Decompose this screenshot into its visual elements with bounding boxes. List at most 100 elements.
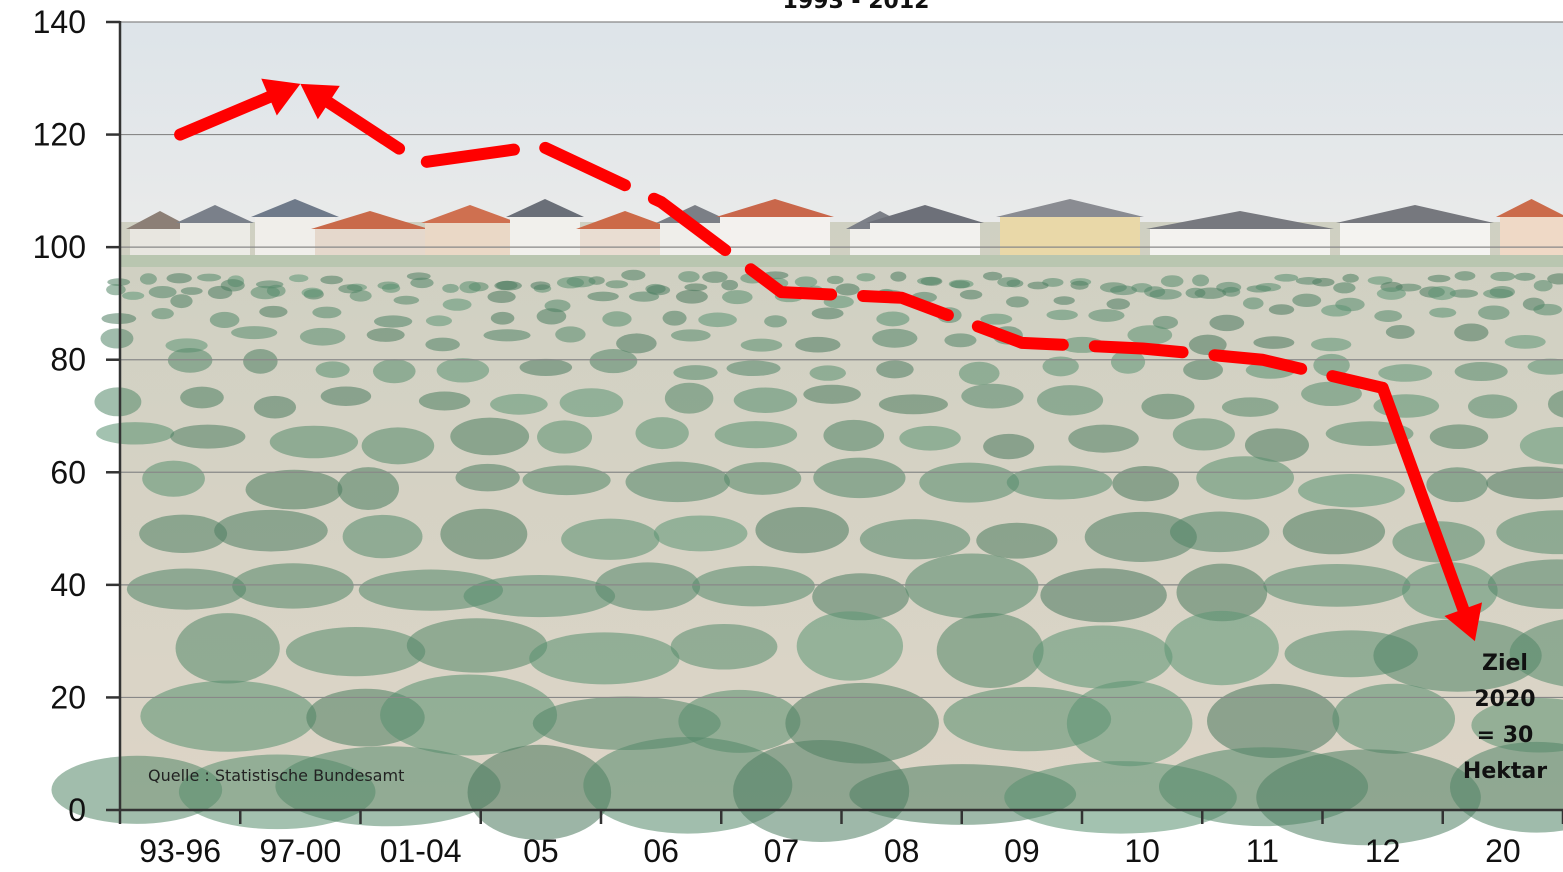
plant-leaf: [342, 514, 423, 559]
plant-leaf: [170, 424, 246, 449]
y-tick-label-140: 140: [33, 4, 86, 40]
gridlines: [120, 21, 1563, 699]
plant-leaf: [1268, 304, 1295, 315]
house-wall: [1000, 217, 1140, 255]
plant-leaf: [997, 277, 1021, 288]
house-wall: [510, 217, 580, 255]
house-roof: [176, 205, 254, 223]
y-tick-labels: 0 20 40 60 80 100 120 140: [33, 4, 86, 828]
plant-leaf: [890, 271, 907, 282]
plant-leaf: [919, 462, 1020, 503]
plant-leaf: [1487, 559, 1563, 609]
plant-leaf: [1429, 307, 1457, 318]
plant-leaf: [122, 291, 145, 300]
plant-leaf: [943, 686, 1112, 752]
house-roof: [996, 199, 1144, 217]
plant-leaf: [1427, 274, 1451, 283]
plant-leaf: [418, 391, 471, 411]
goal-line-3: = 30: [1477, 723, 1534, 748]
hedge-strip: [120, 255, 1563, 267]
plant-leaf: [140, 680, 317, 752]
plant-leaf: [670, 329, 711, 342]
plant-leaf: [702, 271, 728, 283]
plant-leaf: [361, 427, 435, 465]
plant-leaf: [1206, 683, 1340, 759]
plant-leaf: [1490, 271, 1516, 282]
house-roof: [1336, 205, 1494, 223]
house-roof: [1496, 199, 1563, 217]
plant-leaf: [366, 327, 405, 342]
plant-leaf: [1533, 303, 1562, 316]
plant-leaf: [1152, 315, 1179, 330]
plant-leaf: [1376, 287, 1406, 300]
x-tick-label-09: 09: [1004, 833, 1040, 869]
plant-leaf: [958, 361, 1000, 386]
plant-leaf: [100, 328, 134, 349]
plant-leaf: [559, 388, 624, 418]
plant-leaf: [566, 275, 596, 288]
plant-leaf: [905, 553, 1039, 619]
plant-leaf: [899, 425, 961, 451]
plant-leaf: [755, 506, 849, 554]
plant-leaf: [536, 308, 567, 325]
plant-leaf: [139, 514, 228, 553]
plant-leaf: [733, 740, 910, 842]
plants-field: [51, 269, 1563, 846]
plant-leaf: [794, 276, 818, 288]
plant-leaf: [980, 313, 1013, 325]
plant-leaf: [373, 315, 413, 328]
series-dashed-path: [319, 94, 1389, 394]
goal-line-2: 2020: [1474, 687, 1535, 712]
x-tick-label-97-00: 97-00: [259, 833, 341, 869]
plant-leaf: [811, 307, 844, 320]
plant-leaf: [393, 295, 420, 305]
plant-leaf: [595, 562, 701, 611]
plant-leaf: [1196, 456, 1295, 500]
plant-leaf: [139, 273, 157, 285]
y-tick-label-120: 120: [33, 117, 86, 153]
house-wall: [870, 223, 980, 255]
plant-leaf: [442, 283, 459, 293]
plant-leaf: [950, 280, 970, 289]
plant-leaf: [231, 326, 278, 340]
plant-leaf: [1036, 385, 1104, 416]
plant-leaf: [1428, 286, 1456, 301]
plant-leaf: [1221, 397, 1279, 417]
plant-leaf: [94, 387, 142, 417]
plant-leaf: [983, 271, 1003, 281]
house-wall: [315, 229, 425, 255]
plant-leaf: [1070, 280, 1089, 290]
plant-leaf: [381, 283, 401, 293]
plant-leaf: [1209, 314, 1245, 332]
series-segment-0: [174, 89, 279, 141]
axes: [106, 20, 1563, 824]
series-line: [174, 78, 1483, 642]
house-roof: [126, 211, 194, 229]
plant-leaf: [106, 284, 126, 296]
plant-leaf: [380, 674, 558, 756]
plant-leaf: [628, 291, 660, 302]
plant-leaf: [602, 311, 632, 327]
plant-leaf: [148, 285, 177, 299]
plant-leaf: [483, 329, 531, 342]
plant-leaf: [532, 696, 721, 751]
plant-leaf: [826, 275, 844, 285]
x-tick-label-08: 08: [884, 833, 920, 869]
y-tick-label-100: 100: [33, 229, 86, 265]
plant-leaf: [1332, 683, 1456, 754]
plant-leaf: [605, 280, 629, 289]
house-wall: [720, 217, 830, 255]
plant-leaf: [1256, 749, 1481, 846]
x-tick-label-11: 11: [1246, 833, 1279, 869]
plant-leaf: [1006, 465, 1113, 500]
background-photo: [51, 22, 1563, 846]
plant-leaf: [678, 271, 700, 283]
plant-leaf: [662, 310, 687, 326]
plant-leaf: [312, 306, 342, 319]
plant-leaf: [245, 469, 343, 510]
plant-leaf: [450, 417, 530, 456]
x-tick-label-01-04: 01-04: [380, 833, 462, 869]
chart-title: 1993 - 2012: [783, 0, 930, 14]
plant-leaf: [299, 327, 346, 346]
